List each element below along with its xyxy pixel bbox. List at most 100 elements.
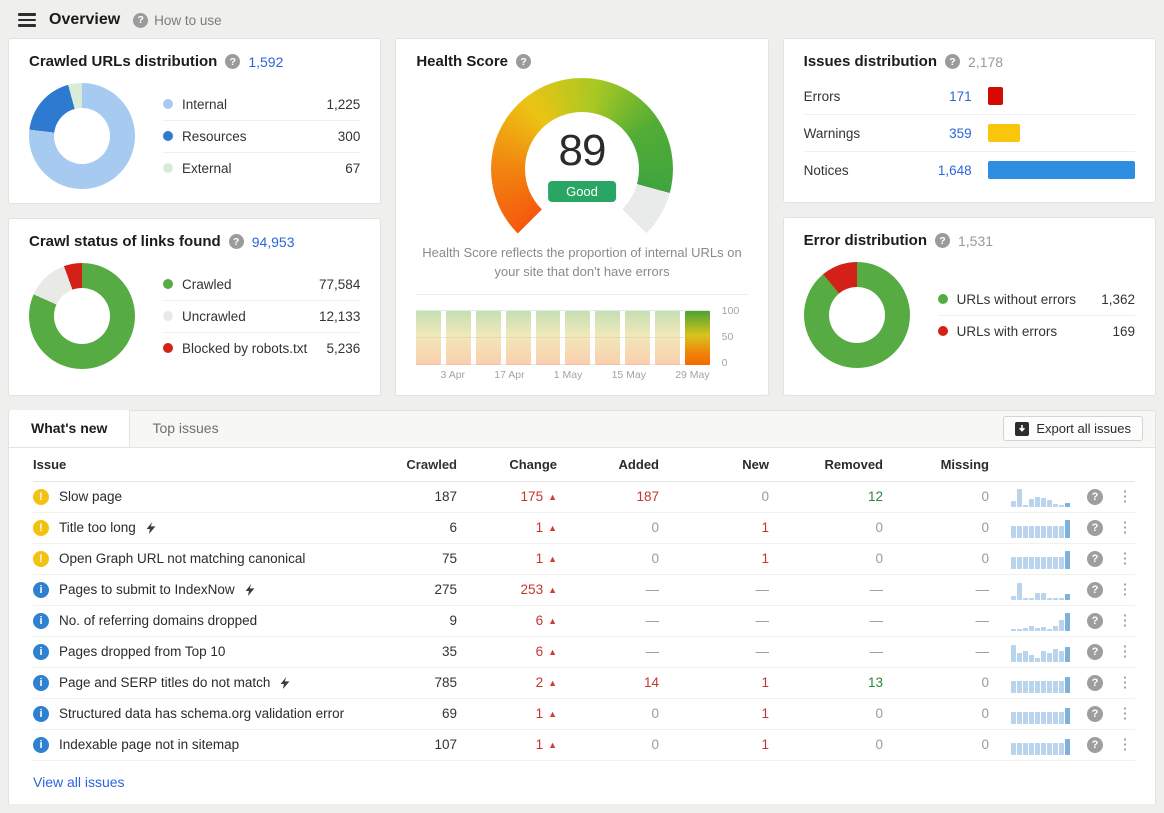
issue-name-link[interactable]: No. of referring domains dropped xyxy=(59,613,257,628)
sparkline-bar xyxy=(1047,712,1052,723)
help-icon[interactable] xyxy=(945,54,960,69)
sparkline-bar xyxy=(1047,526,1052,538)
menu-icon[interactable] xyxy=(18,11,36,29)
table-row: iPages dropped from Top 10356———— xyxy=(33,637,1135,668)
issue-help-icon[interactable] xyxy=(1087,644,1103,660)
history-x-label xyxy=(470,369,489,381)
kebab-menu-icon[interactable] xyxy=(1118,613,1133,628)
issue-name-link[interactable]: Indexable page not in sitemap xyxy=(59,737,239,752)
kebab-menu-icon[interactable] xyxy=(1118,489,1133,504)
col-header-change[interactable]: Change xyxy=(457,457,557,472)
issue-type-count-link[interactable]: 171 xyxy=(908,89,972,104)
col-header-crawled[interactable]: Crawled xyxy=(387,457,457,472)
kebab-menu-icon[interactable] xyxy=(1118,520,1133,535)
sparkline-bar xyxy=(1011,743,1016,754)
sparkline-bar xyxy=(1065,739,1070,755)
legend-item-crawl-status[interactable]: Crawled77,584 xyxy=(163,269,360,301)
legend-item-error-distribution[interactable]: URLs without errors1,362 xyxy=(938,284,1135,316)
issue-type-count-link[interactable]: 359 xyxy=(908,126,972,141)
sparkline-bar xyxy=(1023,681,1028,692)
sparkline-bar xyxy=(1011,557,1016,569)
crawled-urls-legend: Internal1,225Resources300External67 xyxy=(163,89,360,184)
legend-dot-icon xyxy=(163,279,173,289)
added-cell: 14 xyxy=(557,675,659,690)
info-icon: i xyxy=(33,644,49,660)
issue-help-icon[interactable] xyxy=(1087,737,1103,753)
issue-help-icon[interactable] xyxy=(1087,489,1103,505)
issue-help-icon[interactable] xyxy=(1087,613,1103,629)
info-icon: i xyxy=(33,737,49,753)
col-header-new[interactable]: New xyxy=(659,457,769,472)
table-row: iNo. of referring domains dropped96———— xyxy=(33,606,1135,637)
kebab-menu-icon[interactable] xyxy=(1118,551,1133,566)
errors-total: 1,531 xyxy=(958,233,993,249)
kebab-menu-icon[interactable] xyxy=(1118,644,1133,659)
crawl-status-donut-chart xyxy=(29,263,135,369)
sparkline-bar xyxy=(1029,526,1034,538)
history-sparkline xyxy=(1011,673,1075,693)
issue-help-icon[interactable] xyxy=(1087,520,1103,536)
crawled-cell: 107 xyxy=(387,737,457,752)
col-header-added[interactable]: Added xyxy=(557,457,659,472)
legend-item-crawl-status[interactable]: Uncrawled12,133 xyxy=(163,301,360,333)
legend-label: Resources xyxy=(182,129,329,144)
legend-item-crawled-urls[interactable]: Resources300 xyxy=(163,121,360,153)
help-icon[interactable] xyxy=(229,234,244,249)
col-header-removed[interactable]: Removed xyxy=(769,457,883,472)
change-cell: 253 xyxy=(457,582,557,597)
sparkline-bar xyxy=(1023,743,1028,754)
tab-whats-new[interactable]: What's new xyxy=(9,410,130,447)
kebab-menu-icon[interactable] xyxy=(1118,675,1133,690)
legend-item-crawl-status[interactable]: Blocked by robots.txt5,236 xyxy=(163,333,360,364)
help-icon[interactable] xyxy=(516,54,531,69)
crawl-status-total-link[interactable]: 94,953 xyxy=(252,234,295,250)
issue-name-link[interactable]: Open Graph URL not matching canonical xyxy=(59,551,305,566)
sparkline-bar xyxy=(1047,653,1052,662)
help-icon[interactable] xyxy=(225,54,240,69)
warning-icon: ! xyxy=(33,551,49,567)
issue-help-icon[interactable] xyxy=(1087,675,1103,691)
kebab-menu-icon[interactable] xyxy=(1118,706,1133,721)
issue-name-link[interactable]: Pages dropped from Top 10 xyxy=(59,644,225,659)
tab-top-issues[interactable]: Top issues xyxy=(130,410,240,447)
history-y-label: 100 xyxy=(722,305,740,317)
kebab-menu-icon[interactable] xyxy=(1118,582,1133,597)
trend-up-icon xyxy=(548,585,557,595)
export-all-issues-button[interactable]: Export all issues xyxy=(1003,416,1143,441)
issue-help-icon[interactable] xyxy=(1087,706,1103,722)
issue-name-link[interactable]: Structured data has schema.org validatio… xyxy=(59,706,344,721)
added-cell: 0 xyxy=(557,520,659,535)
sparkline-bar xyxy=(1035,526,1040,538)
how-to-use-link[interactable]: How to use xyxy=(133,13,222,28)
sparkline-bar xyxy=(1023,628,1028,631)
legend-item-error-distribution[interactable]: URLs with errors169 xyxy=(938,316,1135,347)
donut-hole xyxy=(54,108,110,164)
col-header-missing[interactable]: Missing xyxy=(883,457,989,472)
sparkline-bar xyxy=(1053,649,1058,662)
health-score-gauge: 89 Good xyxy=(491,78,673,236)
issue-type-count-link[interactable]: 1,648 xyxy=(908,163,972,178)
help-icon[interactable] xyxy=(935,233,950,248)
issue-name-link[interactable]: Pages to submit to IndexNow xyxy=(59,582,235,597)
legend-item-crawled-urls[interactable]: Internal1,225 xyxy=(163,89,360,121)
issue-help-icon[interactable] xyxy=(1087,582,1103,598)
history-x-axis: 3 Apr17 Apr1 May15 May29 May xyxy=(416,369,709,381)
issues-tabs-bar: What's new Top issues Export all issues xyxy=(9,411,1155,448)
issue-name-link[interactable]: Title too long xyxy=(59,520,136,535)
lightning-bolt-icon xyxy=(245,584,255,596)
col-header-issue[interactable]: Issue xyxy=(33,457,387,472)
sparkline-bar xyxy=(1059,505,1064,507)
sparkline-bar xyxy=(1023,712,1028,723)
issue-help-icon[interactable] xyxy=(1087,551,1103,567)
issue-name-link[interactable]: Page and SERP titles do not match xyxy=(59,675,270,690)
issue-name-link[interactable]: Slow page xyxy=(59,489,122,504)
history-bar xyxy=(506,311,531,365)
kebab-menu-icon[interactable] xyxy=(1118,737,1133,752)
sparkline-bar xyxy=(1065,708,1070,724)
legend-item-crawled-urls[interactable]: External67 xyxy=(163,153,360,184)
added-cell: 0 xyxy=(557,706,659,721)
card-crawled-urls-distribution: Crawled URLs distribution 1,592 Internal… xyxy=(8,38,381,204)
sparkline-bar xyxy=(1017,583,1022,600)
crawled-urls-total-link[interactable]: 1,592 xyxy=(248,54,283,70)
view-all-issues-link[interactable]: View all issues xyxy=(9,761,149,804)
